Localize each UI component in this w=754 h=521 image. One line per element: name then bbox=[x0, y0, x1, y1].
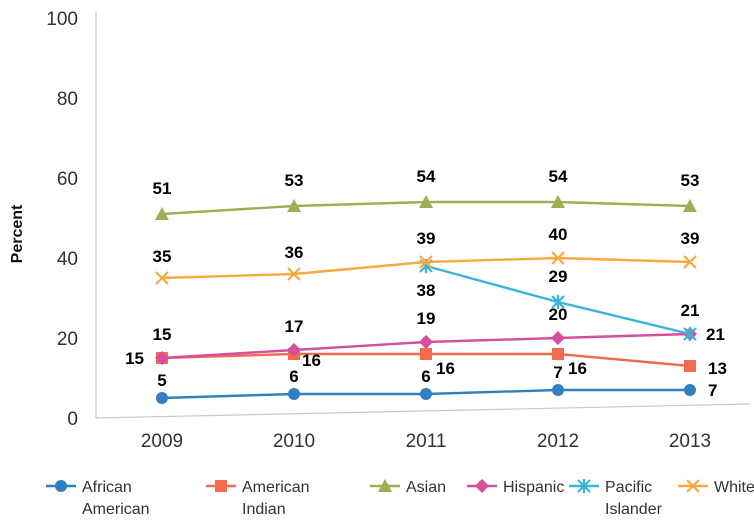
data-label: 35 bbox=[153, 247, 172, 266]
legend-label: Asian bbox=[406, 479, 446, 496]
data-point bbox=[155, 351, 169, 365]
legend-label: White bbox=[714, 479, 754, 496]
data-label: 13 bbox=[708, 359, 727, 378]
series-white: 35 36 39 40 39 bbox=[153, 225, 700, 285]
data-point bbox=[287, 267, 301, 281]
y-tick-label: 20 bbox=[57, 329, 78, 350]
series-asian: 51 53 54 54 53 bbox=[153, 167, 700, 220]
data-label: 40 bbox=[549, 225, 568, 244]
data-label: 54 bbox=[417, 167, 436, 186]
y-tick-label: 0 bbox=[67, 409, 78, 430]
data-point bbox=[155, 271, 169, 285]
data-label: 21 bbox=[706, 325, 725, 344]
data-label: 16 bbox=[302, 351, 321, 370]
legend-label: American bbox=[82, 501, 150, 518]
y-tick-label: 40 bbox=[57, 249, 78, 270]
series-pacific-islander: 38 29 21 bbox=[417, 259, 700, 341]
legend-item: Asian bbox=[370, 479, 446, 496]
y-axis-title: Percent bbox=[9, 204, 26, 263]
data-point bbox=[552, 348, 564, 360]
data-point bbox=[287, 199, 301, 212]
data-label: 15 bbox=[125, 349, 144, 368]
legend-label: Pacific bbox=[605, 479, 652, 496]
legend-item: White bbox=[678, 479, 754, 496]
legend-item: American Indian bbox=[206, 479, 310, 518]
data-label: 16 bbox=[436, 359, 455, 378]
legend: African American American Indian Asian Hispan… bbox=[46, 479, 754, 518]
data-label: 16 bbox=[568, 359, 587, 378]
x-tick-label: 2012 bbox=[537, 431, 579, 452]
data-label: 6 bbox=[421, 367, 430, 386]
data-point bbox=[288, 388, 300, 400]
data-point bbox=[552, 384, 564, 396]
data-label: 53 bbox=[681, 171, 700, 190]
legend-item: Hispanic bbox=[467, 479, 564, 496]
data-label: 15 bbox=[153, 325, 172, 344]
data-label: 6 bbox=[289, 367, 298, 386]
data-point bbox=[419, 195, 433, 208]
legend-label: Islander bbox=[605, 501, 663, 518]
data-point bbox=[419, 335, 433, 349]
data-label: 5 bbox=[157, 371, 166, 390]
legend-marker bbox=[215, 480, 227, 492]
data-point bbox=[419, 255, 433, 269]
x-tick-label: 2009 bbox=[141, 431, 183, 452]
data-point bbox=[684, 360, 696, 372]
data-point bbox=[551, 251, 565, 265]
legend-label: American bbox=[242, 479, 310, 496]
legend-label: African bbox=[82, 479, 132, 496]
y-tick-label: 60 bbox=[57, 169, 78, 190]
legend-marker bbox=[475, 479, 489, 493]
data-label: 38 bbox=[417, 281, 436, 300]
data-label: 51 bbox=[153, 179, 172, 198]
data-point bbox=[551, 295, 565, 309]
x-tick-label: 2013 bbox=[669, 431, 711, 452]
legend-marker bbox=[55, 480, 67, 492]
data-label: 17 bbox=[285, 317, 304, 336]
data-point bbox=[420, 348, 432, 360]
data-label: 29 bbox=[549, 267, 568, 286]
y-tick-label: 100 bbox=[46, 9, 78, 30]
legend-marker bbox=[378, 479, 392, 492]
data-label: 54 bbox=[549, 167, 568, 186]
data-label: 39 bbox=[681, 229, 700, 248]
legend-item: Pacific Islander bbox=[569, 479, 663, 518]
legend-marker bbox=[577, 479, 591, 493]
data-point bbox=[683, 327, 697, 341]
series-african-american: 5 6 6 7 7 bbox=[156, 363, 717, 404]
x-axis-line bbox=[95, 403, 751, 419]
y-tick-label: 80 bbox=[57, 89, 78, 110]
legend-item: African American bbox=[46, 479, 150, 518]
legend-label: Hispanic bbox=[503, 479, 564, 496]
legend-marker bbox=[686, 479, 700, 493]
data-point bbox=[551, 195, 565, 208]
data-label: 20 bbox=[549, 305, 568, 324]
data-label: 7 bbox=[553, 363, 562, 382]
data-label: 39 bbox=[417, 229, 436, 248]
data-point bbox=[684, 384, 696, 396]
data-label: 7 bbox=[708, 381, 717, 400]
data-point bbox=[683, 199, 697, 212]
legend-label: Indian bbox=[242, 501, 286, 518]
x-tick-label: 2010 bbox=[273, 431, 315, 452]
data-point bbox=[156, 392, 168, 404]
data-label: 36 bbox=[285, 243, 304, 262]
data-point bbox=[155, 207, 169, 220]
data-point bbox=[551, 331, 565, 345]
data-point bbox=[287, 343, 301, 357]
x-tick-label: 2011 bbox=[406, 431, 447, 452]
data-label: 21 bbox=[681, 301, 700, 320]
data-label: 19 bbox=[417, 309, 436, 328]
data-point bbox=[683, 255, 697, 269]
data-point bbox=[420, 388, 432, 400]
data-label: 53 bbox=[285, 171, 304, 190]
